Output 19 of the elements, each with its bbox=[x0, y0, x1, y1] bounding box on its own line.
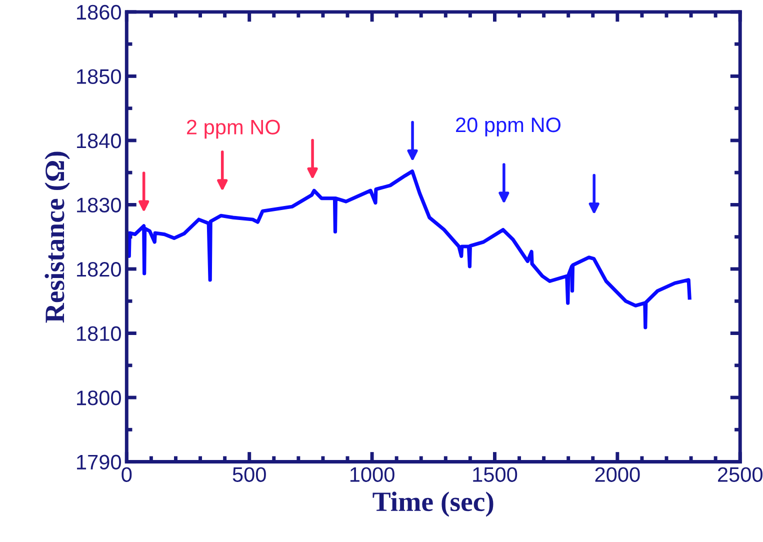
annotation: 20 ppm NO bbox=[456, 117, 560, 136]
x-tick-label: 2000 bbox=[595, 467, 640, 482]
y-tick-label: 1850 bbox=[77, 69, 121, 84]
line-series bbox=[126, 170, 692, 330]
x-tick-label: 1500 bbox=[473, 467, 518, 482]
annotation: 2 ppm NO bbox=[186, 120, 280, 139]
y-axis-title: Resistance (Ω) bbox=[44, 152, 70, 323]
x-tick-label: 500 bbox=[232, 467, 266, 482]
y-tick-label: 1820 bbox=[77, 262, 121, 277]
x-axis-title: Time (sec) bbox=[372, 492, 494, 517]
y-tick-label: 1840 bbox=[77, 133, 121, 148]
x-tick-label: 1000 bbox=[350, 467, 394, 482]
y-tick-label: 1810 bbox=[77, 326, 121, 342]
x-tick-label: 2500 bbox=[718, 467, 762, 482]
y-tick-label: 1790 bbox=[77, 454, 121, 470]
y-tick-label: 1800 bbox=[77, 390, 121, 406]
y-tick-label: 1860 bbox=[77, 4, 121, 20]
y-tick-label: 1830 bbox=[77, 198, 121, 212]
x-tick-label: 0 bbox=[122, 467, 132, 482]
